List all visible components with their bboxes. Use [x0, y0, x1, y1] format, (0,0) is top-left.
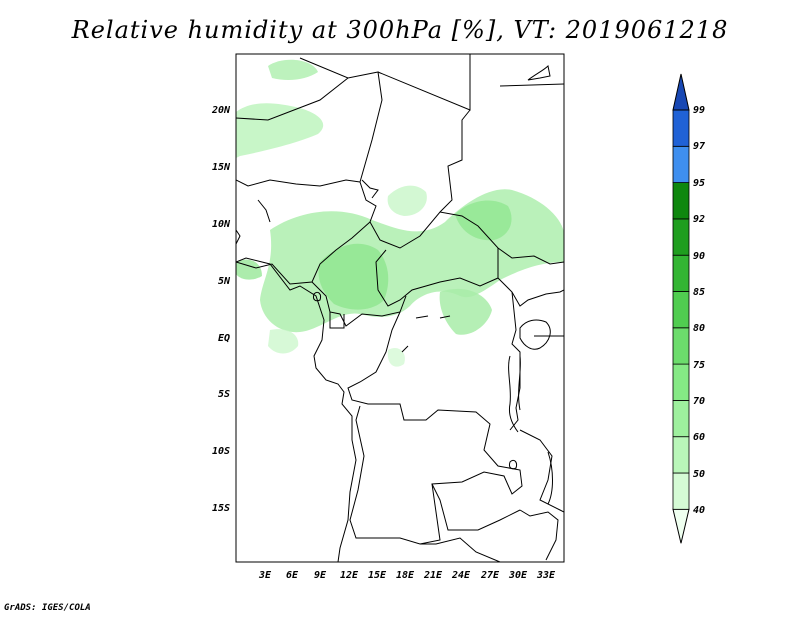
- colorbar-segment: [672, 145, 690, 184]
- border-line: [519, 509, 559, 561]
- coastline: [527, 64, 551, 81]
- colorbar-segment: [672, 218, 690, 256]
- lon-label: 27E: [480, 570, 500, 581]
- lon-label: 3E: [258, 570, 272, 581]
- lake-shore: [518, 355, 521, 411]
- coastline: [401, 315, 451, 353]
- lon-label: 6E: [286, 570, 299, 581]
- colorbar-label: 90: [693, 251, 705, 262]
- lat-label: 10N: [212, 219, 231, 230]
- lat-label: 15S: [212, 503, 230, 514]
- colorbar-segment: [672, 182, 690, 220]
- lake-shore: [547, 451, 553, 505]
- humidity-area: [455, 200, 512, 241]
- lat-label: 10S: [212, 446, 230, 457]
- humidity-area: [236, 259, 262, 280]
- colorbar-label: 80: [693, 323, 705, 334]
- lat-label: EQ: [218, 333, 230, 344]
- map-frame: [235, 53, 565, 563]
- border-line: [519, 429, 564, 513]
- border-line: [497, 277, 564, 307]
- border-line: [329, 312, 345, 329]
- coastline: [361, 179, 379, 199]
- coastline: [236, 229, 241, 245]
- country-borders: [236, 54, 564, 562]
- humidity-area: [387, 347, 405, 367]
- humidity-area: [439, 288, 492, 335]
- colorbar-segment: [672, 399, 690, 438]
- longitude-axis: 3E 6E 9E 12E 15E 18E 21E 24E 27E 30E 33E: [258, 570, 556, 581]
- humidity-shading: [236, 59, 564, 367]
- credit-text: GrADS: IGES/COLA: [4, 603, 91, 613]
- coastline: [257, 199, 271, 223]
- colorbar-label: 92: [693, 214, 705, 225]
- lon-label: 9E: [314, 570, 327, 581]
- border-line: [431, 483, 521, 531]
- colorbar-label: 97: [693, 141, 705, 152]
- colorbar-label: 50: [693, 469, 705, 480]
- lat-label: 5S: [218, 389, 230, 400]
- colorbar-segment: [672, 436, 690, 474]
- lat-label: 20N: [211, 105, 231, 116]
- chart-title: Relative humidity at 300hPa [%], VT: 201…: [71, 16, 729, 44]
- colorbar-label: 40: [693, 505, 705, 516]
- border-line: [420, 537, 501, 562]
- border-line: [509, 291, 521, 431]
- latitude-axis: 20N 15N 10N 5N EQ 5S 10S 15S: [211, 105, 231, 514]
- border-line: [299, 57, 383, 183]
- lat-label: 15N: [212, 162, 231, 173]
- border-line: [439, 109, 471, 213]
- colorbar-lower-arrow: [672, 508, 690, 544]
- lake-shore: [508, 355, 519, 433]
- border-line: [236, 179, 361, 187]
- lon-label: 33E: [536, 570, 556, 581]
- humidity-area: [268, 329, 299, 354]
- colorbar-label: 85: [693, 287, 705, 298]
- colorbar-upper-arrow: [672, 73, 690, 111]
- border-line: [377, 54, 471, 111]
- humidity-area: [318, 243, 389, 310]
- colorbar-label: 70: [693, 396, 705, 407]
- lon-label: 18E: [396, 570, 415, 581]
- colorbar-segment: [672, 291, 690, 329]
- colorbar: 99 97 95 92 90 85 80 75 70 60 50 40: [672, 73, 705, 544]
- lat-label: 5N: [218, 276, 231, 287]
- colorbar-segment: [672, 472, 690, 510]
- border-line: [236, 77, 349, 121]
- coastline: [236, 257, 357, 562]
- lake-shore: [509, 459, 517, 470]
- colorbar-segment: [672, 109, 690, 147]
- lon-label: 30E: [508, 570, 528, 581]
- coastline: [499, 83, 564, 87]
- border-line: [347, 311, 523, 545]
- colorbar-segment: [672, 327, 690, 365]
- lon-label: 15E: [368, 570, 387, 581]
- lon-label: 12E: [340, 570, 359, 581]
- colorbar-label: 95: [693, 178, 705, 189]
- border-line: [359, 181, 564, 265]
- colorbar-label: 75: [693, 360, 705, 371]
- colorbar-label: 99: [693, 105, 705, 116]
- humidity-area: [236, 103, 324, 158]
- colorbar-segment: [672, 254, 690, 292]
- colorbar-label: 60: [693, 432, 705, 443]
- humidity-area: [387, 185, 427, 216]
- border-line: [375, 248, 499, 307]
- border-line: [311, 281, 407, 327]
- humidity-area: [268, 59, 318, 80]
- lon-label: 21E: [423, 570, 443, 581]
- island-outline: [313, 291, 321, 302]
- colorbar-segment: [672, 363, 690, 401]
- lon-label: 24E: [451, 570, 471, 581]
- lake-shore: [519, 319, 551, 350]
